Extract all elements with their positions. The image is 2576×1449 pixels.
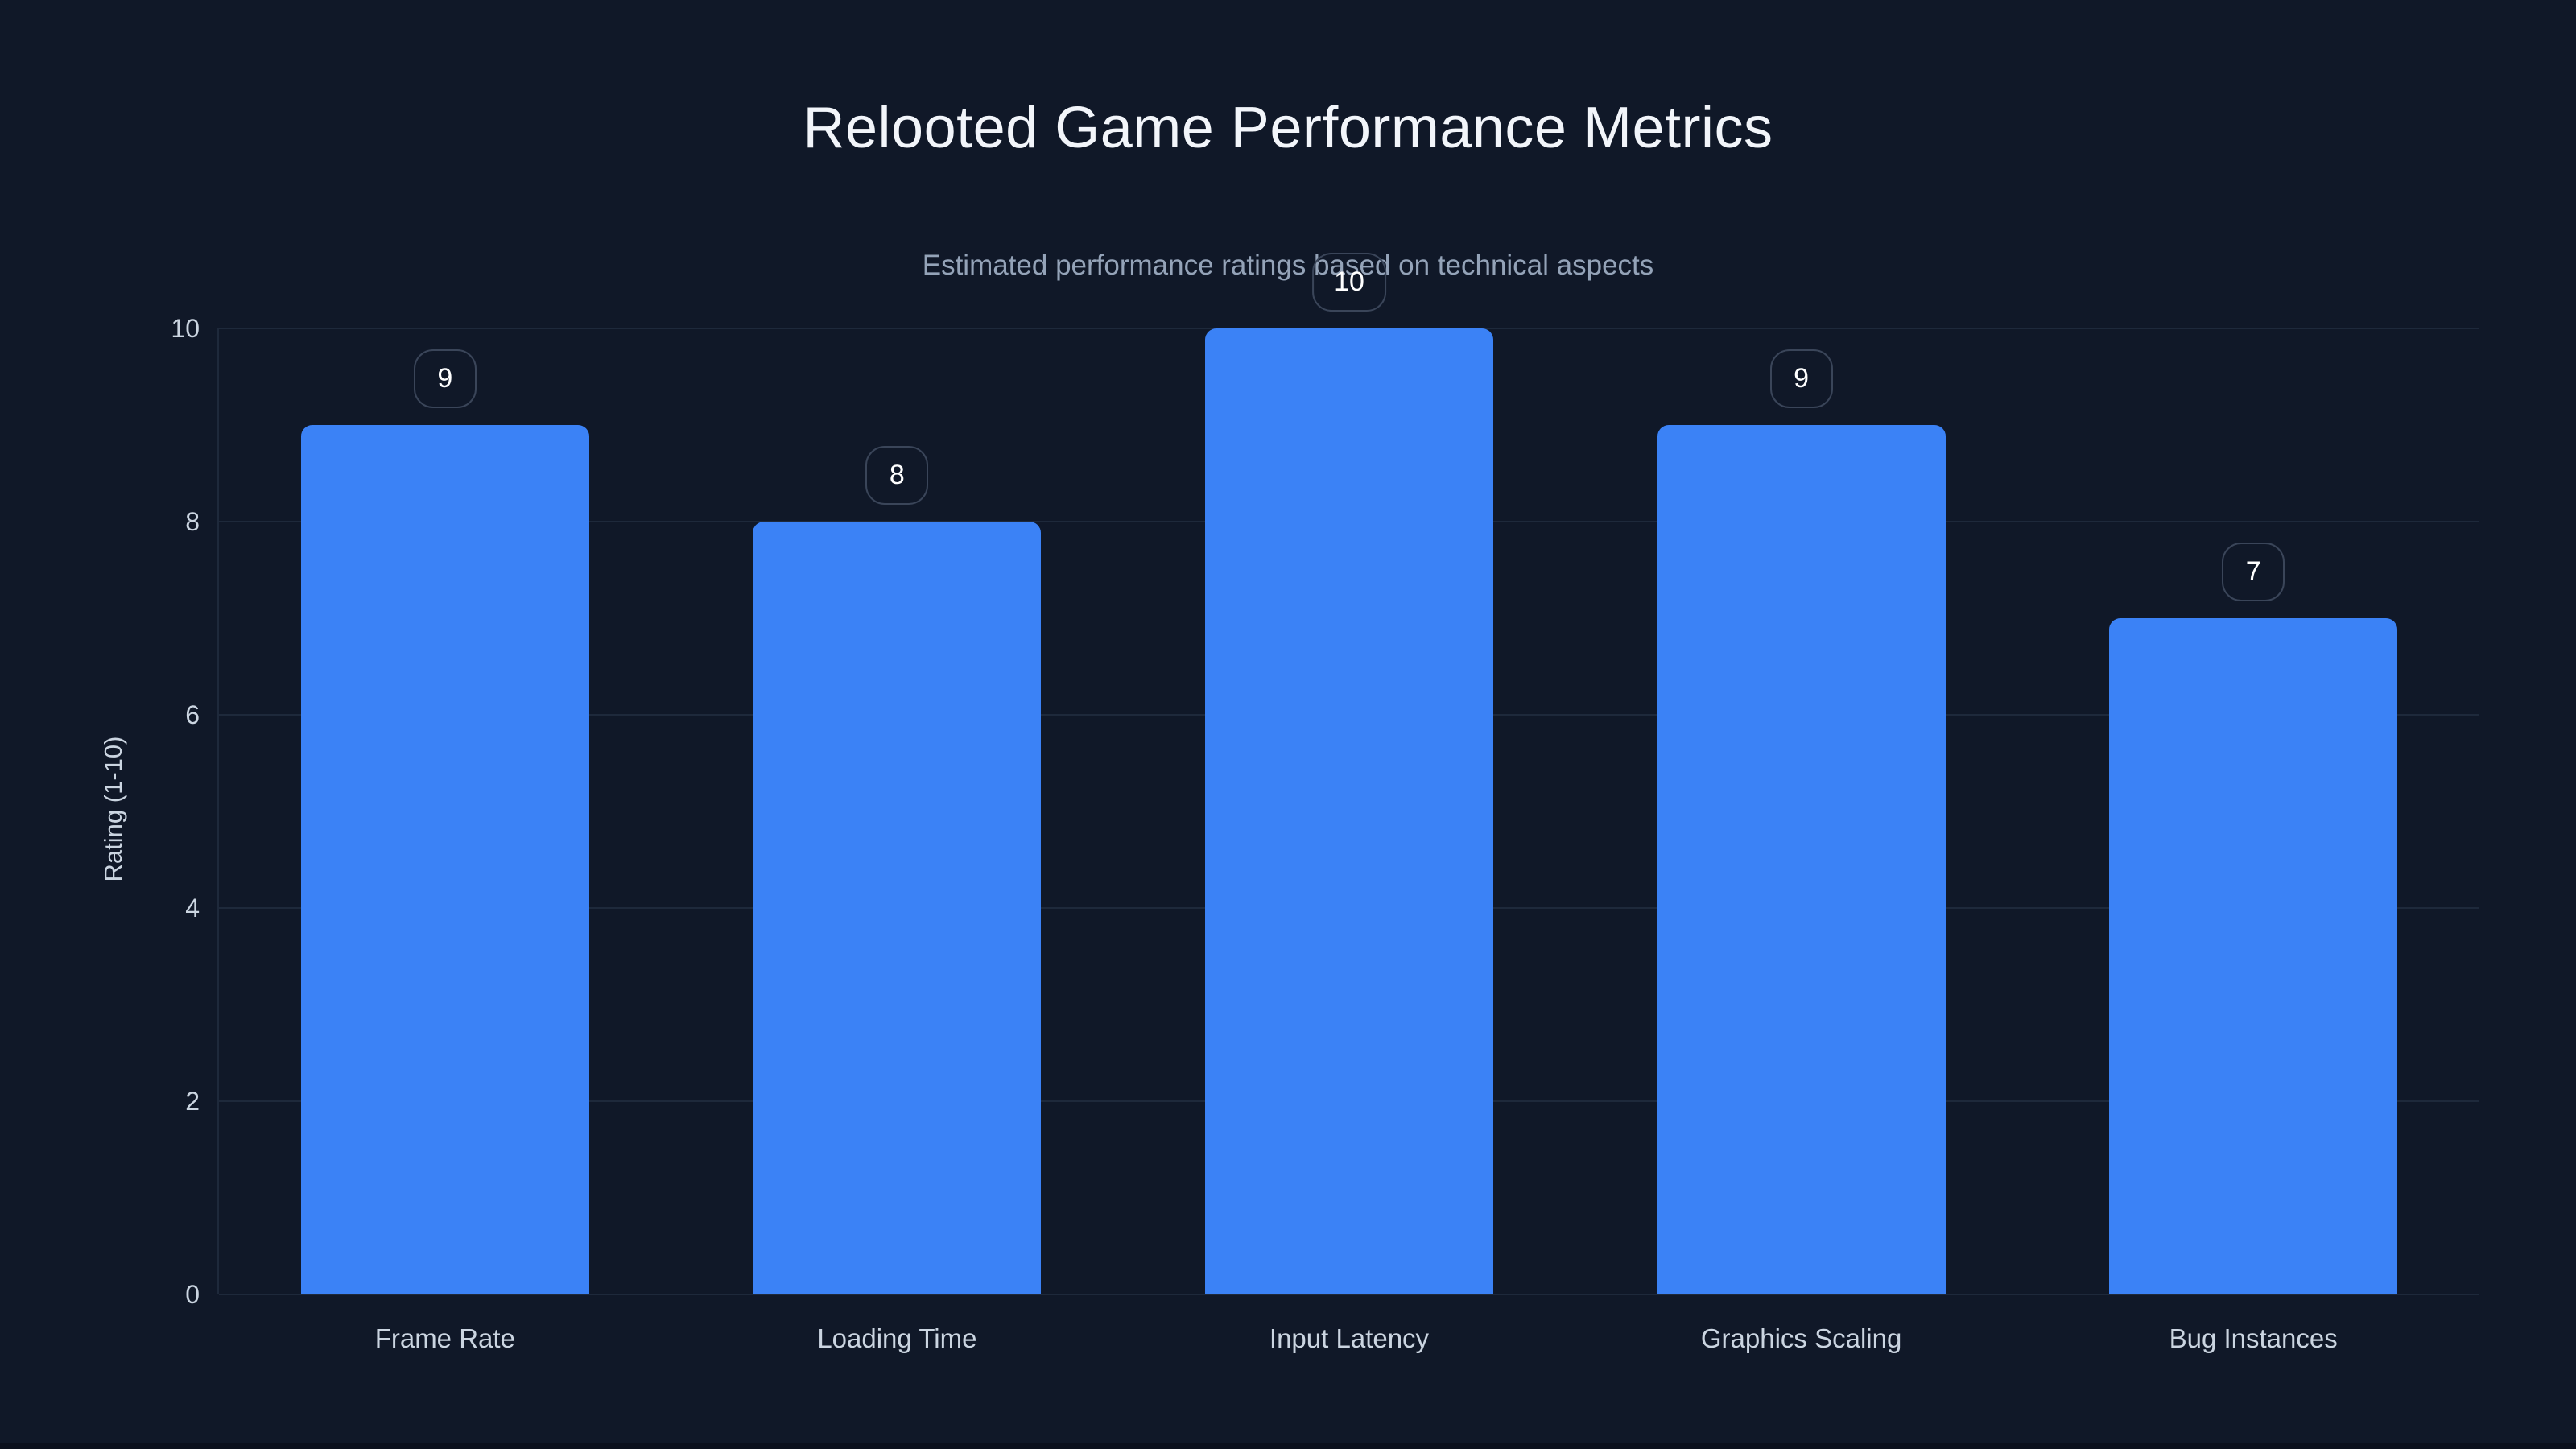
value-badge-frame-rate: 9 [413,349,477,408]
x-category-label-graphics-scaling: Graphics Scaling [1700,1323,1902,1353]
x-category-label-bug-instances: Bug Instances [2169,1323,2338,1353]
y-axis-label-text: Rating (1-10) [99,736,127,882]
y-axis-tick-label-4: 4 [185,894,200,923]
chart-title: Relooted Game Performance Metrics [803,96,1773,160]
y-axis-line [217,328,219,1294]
bar-frame-rate[interactable] [300,425,589,1294]
bottom-edge-strip [0,1443,2576,1449]
gridline-y-0 [219,1294,2479,1295]
y-axis-tick-label-0: 0 [185,1280,200,1309]
y-axis-tick-label-8: 8 [185,507,200,536]
bar-bug-instances[interactable] [2109,618,2398,1294]
x-category-label-input-latency: Input Latency [1269,1323,1430,1353]
y-axis-tick-label-10: 10 [171,314,200,343]
chart-subtitle: Estimated performance ratings based on t… [922,250,1654,281]
bar-input-latency[interactable] [1205,328,1493,1294]
bar-graphics-scaling[interactable] [1657,425,1946,1294]
y-axis-tick-label-2: 2 [185,1087,200,1116]
value-badge-input-latency: 10 [1312,253,1386,312]
x-category-label-frame-rate: Frame Rate [374,1323,515,1353]
value-badge-loading-time: 8 [865,446,929,505]
y-axis-tick-label-6: 6 [185,700,200,729]
value-badge-bug-instances: 7 [2222,543,2285,601]
value-badge-graphics-scaling: 9 [1769,349,1833,408]
x-category-label-loading-time: Loading Time [817,1323,977,1353]
bar-loading-time[interactable] [753,522,1042,1294]
